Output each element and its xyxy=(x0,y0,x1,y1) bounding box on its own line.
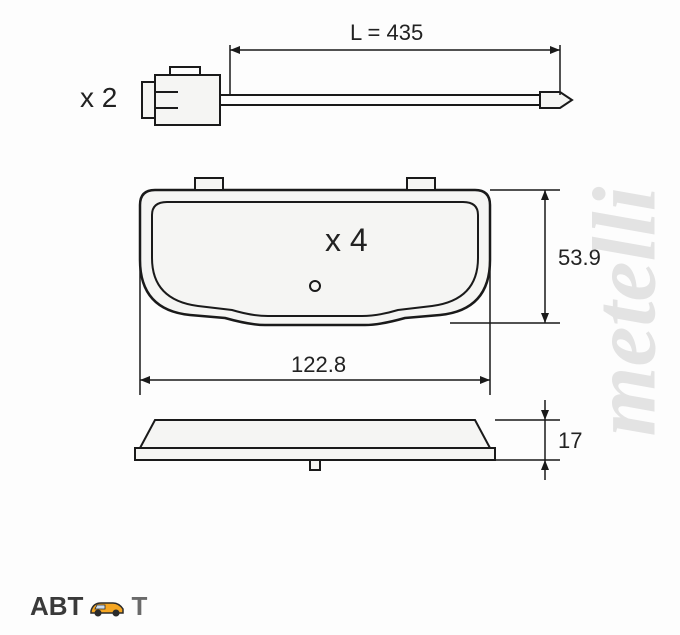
connector-length-label: L = 435 xyxy=(350,20,423,46)
connector-qty-label: x 2 xyxy=(80,82,117,114)
connector-drawing xyxy=(142,45,572,125)
pad-width-label: 122.8 xyxy=(285,352,352,378)
footer-logo: ABT T xyxy=(30,591,147,622)
car-icon xyxy=(87,595,127,619)
pad-thickness-label: 17 xyxy=(558,428,582,454)
footer-logo-text-2: T xyxy=(131,591,147,622)
pad-side-drawing xyxy=(135,400,560,480)
pad-height-label: 53.9 xyxy=(558,245,601,271)
pad-qty-label: x 4 xyxy=(325,222,368,259)
footer-logo-text-1: ABT xyxy=(30,591,83,622)
